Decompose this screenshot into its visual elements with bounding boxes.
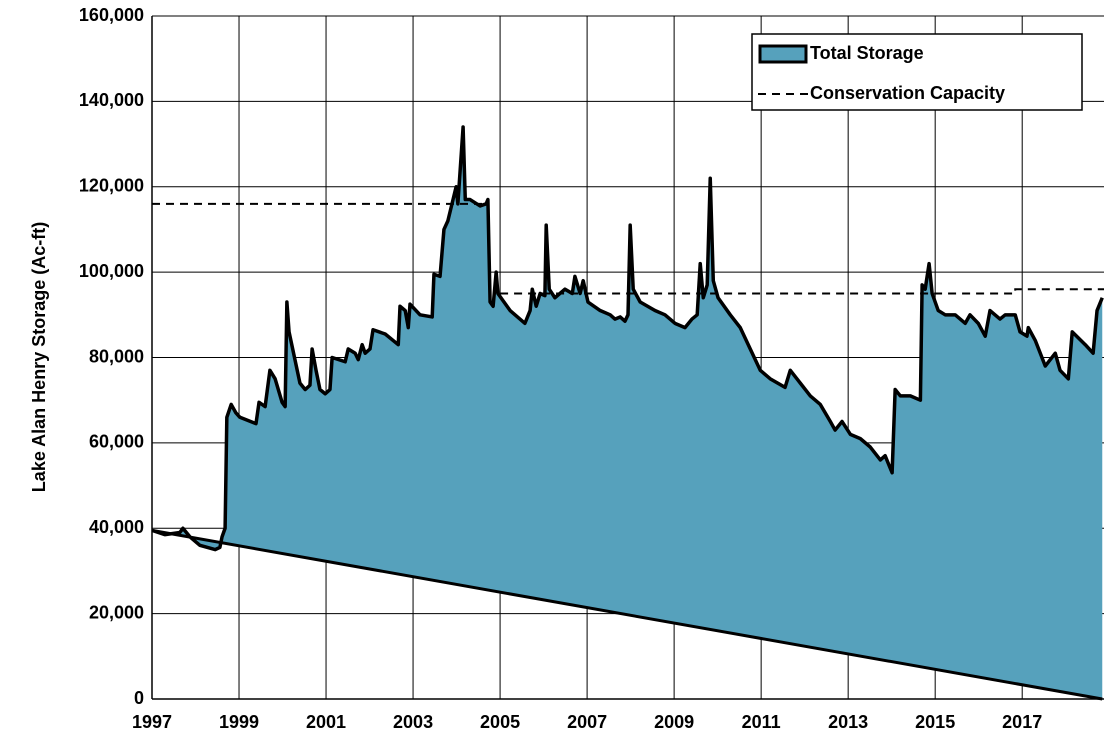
y-tick-label: 0 bbox=[134, 688, 144, 708]
legend: Total Storage Conservation Capacity bbox=[751, 33, 1083, 111]
outline-closure bbox=[151, 528, 1103, 701]
x-tick-label: 2011 bbox=[742, 712, 781, 732]
y-axis-title: Lake Alan Henry Storage (Ac-ft) bbox=[29, 222, 49, 492]
legend-label: Conservation Capacity bbox=[810, 83, 1005, 103]
x-tick-label: 2013 bbox=[828, 712, 868, 732]
y-tick-label: 80,000 bbox=[89, 346, 144, 366]
x-tick-label: 2009 bbox=[654, 712, 694, 732]
x-tick-label: 2005 bbox=[480, 712, 520, 732]
x-tick-label: 2017 bbox=[1002, 712, 1042, 732]
y-tick-label: 140,000 bbox=[79, 90, 144, 110]
x-tick-label: 2001 bbox=[306, 712, 346, 732]
y-tick-label: 20,000 bbox=[89, 602, 144, 622]
area-line bbox=[151, 125, 1104, 552]
y-tick-label: 120,000 bbox=[79, 176, 144, 196]
y-tick-label: 100,000 bbox=[79, 261, 144, 281]
y-tick-label: 40,000 bbox=[89, 517, 144, 537]
x-tick-label: 2007 bbox=[567, 712, 607, 732]
y-tick-label: 60,000 bbox=[89, 432, 144, 452]
x-tick-label: 2003 bbox=[393, 712, 433, 732]
plot-data bbox=[151, 125, 1104, 701]
legend-swatch bbox=[758, 44, 808, 64]
x-tick-label: 2015 bbox=[915, 712, 955, 732]
x-tick-label: 1997 bbox=[132, 712, 172, 732]
legend-label: Total Storage bbox=[810, 43, 924, 63]
line bbox=[152, 202, 1104, 295]
area bbox=[152, 126, 1103, 700]
x-tick-label: 1999 bbox=[219, 712, 259, 732]
y-tick-label: 160,000 bbox=[79, 5, 144, 25]
